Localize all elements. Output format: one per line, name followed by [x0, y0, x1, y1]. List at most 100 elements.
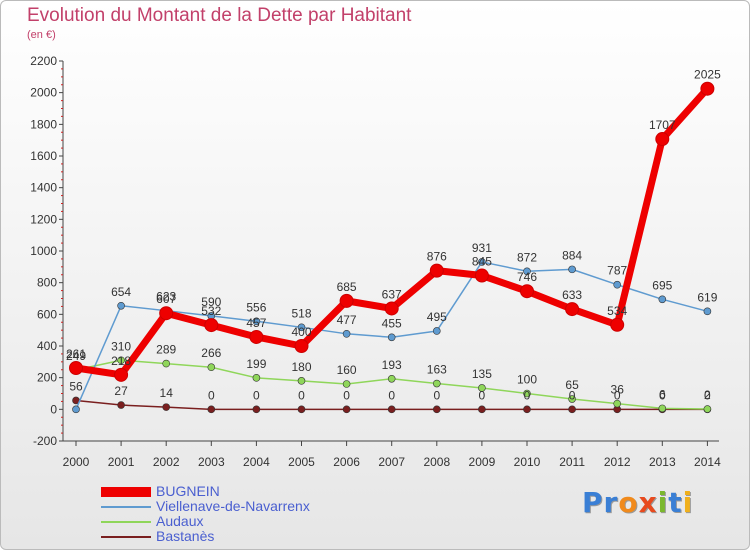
x-tick-label: 2001: [108, 455, 135, 469]
legend-label: BUGNEIN: [156, 483, 220, 499]
data-label: 27: [114, 384, 128, 398]
data-point: [523, 389, 531, 398]
data-point: [249, 329, 264, 344]
data-label: 193: [382, 358, 402, 372]
data-point: [610, 317, 625, 332]
data-label: 180: [291, 360, 311, 374]
y-tick-label: 1600: [30, 149, 57, 163]
data-point: [523, 405, 531, 414]
data-label: 532: [201, 304, 221, 318]
logo-letter: i: [682, 486, 694, 519]
data-label: 249: [66, 349, 86, 363]
data-label: 135: [472, 367, 492, 381]
data-point: [429, 263, 444, 278]
data-label: 36: [611, 383, 625, 397]
x-tick-label: 2003: [198, 455, 225, 469]
legend-label: Viellenave-de-Navarrenx: [156, 498, 310, 514]
data-point: [114, 367, 129, 382]
data-label: 0: [614, 388, 621, 402]
data-point: [162, 403, 170, 411]
data-label: 607: [156, 292, 176, 306]
data-point: [613, 399, 622, 408]
data-point: [252, 374, 261, 382]
data-label: 0: [524, 388, 531, 402]
legend-swatch: [101, 487, 151, 497]
data-point: [658, 404, 667, 413]
x-tick-label: 2007: [378, 455, 405, 469]
data-point: [565, 302, 580, 317]
y-tick-label: 800: [37, 276, 57, 290]
y-tick-label: 1000: [30, 244, 57, 258]
data-label: 685: [337, 280, 357, 294]
x-tick-label: 2010: [514, 455, 541, 469]
legend-label: Bastanès: [156, 528, 215, 544]
data-label: 0: [343, 388, 350, 402]
data-label: 163: [427, 363, 447, 377]
data-point: [207, 363, 216, 372]
y-tick-label: 0: [50, 402, 57, 416]
y-tick-label: 2000: [30, 86, 57, 100]
y-tick-label: 200: [37, 371, 57, 385]
data-point: [387, 405, 396, 414]
data-label: 534: [607, 304, 627, 318]
data-point: [342, 330, 351, 338]
data-label: 0: [704, 388, 711, 402]
y-tick-label: 600: [37, 307, 57, 321]
data-point: [478, 405, 486, 414]
logo-letter: i: [657, 486, 669, 519]
logo-letter: P: [582, 486, 604, 519]
data-point: [387, 333, 396, 342]
data-point: [523, 267, 531, 276]
data-label: 0: [298, 388, 305, 402]
proxiti-logo: Proxiti: [582, 486, 693, 519]
data-point: [297, 323, 306, 332]
x-tick-label: 2013: [649, 455, 676, 469]
x-tick-label: 2006: [333, 455, 360, 469]
data-label: 457: [246, 316, 266, 330]
x-tick-label: 2012: [604, 455, 631, 469]
data-label: 400: [291, 325, 311, 339]
logo-letter: x: [638, 486, 658, 519]
x-tick-label: 2011: [559, 455, 585, 469]
x-tick-label: 2002: [153, 455, 180, 469]
data-label: 6: [659, 387, 666, 401]
data-label: 884: [562, 248, 582, 262]
y-tick-label: 1200: [30, 212, 57, 226]
data-point: [658, 295, 667, 304]
data-label: 2025: [694, 68, 721, 82]
y-tick-label: 2200: [30, 54, 57, 68]
data-point: [252, 317, 261, 326]
logo-letter: t: [668, 486, 683, 519]
y-tick-label: 400: [37, 339, 57, 353]
data-label: 695: [652, 278, 672, 292]
data-label: 0: [253, 388, 260, 402]
chart-subtitle: (en €): [27, 29, 56, 41]
data-label: 160: [337, 363, 357, 377]
data-label: 633: [562, 288, 582, 302]
legend-item: Viellenave-de-Navarrenx: [101, 498, 401, 515]
data-label: 310: [111, 339, 131, 353]
data-label: 845: [472, 255, 492, 269]
x-tick-label: 2000: [63, 455, 90, 469]
data-label: 266: [201, 346, 221, 360]
data-point: [478, 384, 486, 392]
data-label: 100: [517, 373, 537, 387]
data-point: [387, 374, 396, 383]
data-point: [478, 258, 486, 266]
data-label: 65: [565, 378, 579, 392]
x-tick-label: 2008: [423, 455, 450, 469]
data-label: 0: [659, 388, 666, 402]
data-point: [117, 301, 125, 310]
legend-swatch: [101, 536, 151, 538]
series-line-bugnein: [72, 85, 711, 379]
data-label: 0: [388, 388, 395, 402]
data-point: [520, 284, 534, 299]
data-label: 556: [246, 300, 266, 314]
legend-item: BUGNEIN: [101, 483, 401, 500]
chart-title: Evolution du Montant de la Dette par Hab…: [27, 5, 412, 26]
data-label: 876: [427, 250, 447, 264]
data-point: [159, 306, 174, 321]
data-point: [432, 405, 441, 414]
data-point: [703, 307, 712, 316]
